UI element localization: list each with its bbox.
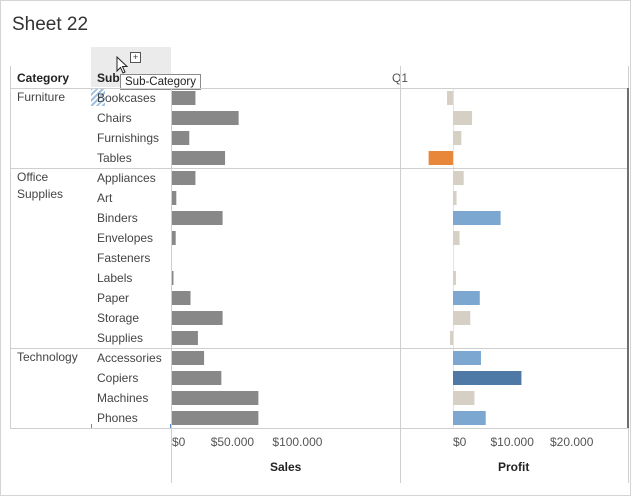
subcategory-label[interactable]: Envelopes bbox=[97, 231, 154, 245]
category-header[interactable]: Category bbox=[17, 71, 70, 85]
subcategory-label[interactable]: Appliances bbox=[97, 171, 156, 185]
header-bottom-line bbox=[10, 88, 628, 89]
profit-bar[interactable] bbox=[453, 131, 462, 145]
pointer-cursor-icon bbox=[116, 56, 129, 74]
category-label-line: Technology bbox=[17, 350, 78, 364]
sales-bar[interactable] bbox=[172, 271, 174, 285]
subcategory-label[interactable]: Paper bbox=[97, 291, 130, 305]
sales-bar[interactable] bbox=[172, 311, 223, 325]
category-divider-line bbox=[10, 168, 628, 169]
sales-bar[interactable] bbox=[172, 151, 226, 165]
profit-axis-title: Profit bbox=[498, 460, 530, 474]
subcategory-label[interactable]: Supplies bbox=[97, 331, 144, 345]
subcategory-label[interactable]: Chairs bbox=[97, 111, 132, 125]
subcategory-label[interactable]: Fasteners bbox=[97, 251, 151, 265]
profit-axis-tick: $0 bbox=[453, 435, 467, 449]
subcategory-label[interactable]: Bookcases bbox=[97, 91, 156, 105]
subcategory-label[interactable]: Tables bbox=[97, 151, 132, 165]
sales-bar[interactable] bbox=[172, 331, 198, 345]
sales-bar[interactable] bbox=[172, 191, 177, 205]
subcategory-label[interactable]: Art bbox=[97, 191, 113, 205]
subcategory-label[interactable]: Binders bbox=[97, 211, 138, 225]
sales-bar[interactable] bbox=[172, 411, 259, 425]
profit-bar[interactable] bbox=[447, 91, 453, 105]
sales-bar[interactable] bbox=[172, 351, 205, 365]
profit-bar[interactable] bbox=[453, 311, 471, 325]
category-label-line: Furniture bbox=[17, 90, 66, 104]
table-bottom-line bbox=[10, 428, 628, 429]
profit-axis-tick: $20.000 bbox=[550, 435, 594, 449]
subcategory-label[interactable]: Accessories bbox=[97, 351, 162, 365]
subcategory-label[interactable]: Copiers bbox=[97, 371, 139, 385]
sales-bar[interactable] bbox=[172, 391, 259, 405]
category-label-line: Office bbox=[17, 170, 49, 184]
sales-axis-tick: $50.000 bbox=[210, 435, 255, 449]
sales-bar[interactable] bbox=[172, 131, 190, 145]
profit-bar[interactable] bbox=[453, 211, 501, 225]
sheet-title: Sheet 22 bbox=[12, 14, 89, 35]
selection-marker bbox=[91, 88, 105, 106]
profit-bar[interactable] bbox=[453, 231, 460, 245]
subcategory-tooltip: Sub-Category bbox=[120, 74, 201, 90]
subcategory-label[interactable]: Phones bbox=[97, 411, 138, 425]
category-label[interactable]: Furniture bbox=[17, 89, 65, 106]
sales-axis-title: Sales bbox=[270, 460, 302, 474]
subcategory-label[interactable]: Storage bbox=[97, 311, 140, 325]
profit-axis-tick: $10.000 bbox=[490, 435, 534, 449]
subcategory-label[interactable]: Furnishings bbox=[97, 131, 160, 145]
subcategory-header[interactable]: Sub-Category bbox=[97, 71, 121, 85]
profit-bar[interactable] bbox=[453, 271, 456, 285]
profit-bar[interactable] bbox=[453, 111, 473, 125]
category-divider-line bbox=[10, 348, 628, 349]
profit-bar[interactable] bbox=[453, 351, 481, 365]
category-label-line: Supplies bbox=[17, 187, 64, 201]
sales-bar[interactable] bbox=[172, 371, 222, 385]
sales-axis-tick: $0 bbox=[172, 435, 186, 449]
category-label[interactable]: Technology bbox=[17, 349, 78, 366]
category-label[interactable]: Office Supplies bbox=[17, 169, 63, 203]
profit-bar[interactable] bbox=[450, 331, 453, 345]
profit-zero-line bbox=[453, 88, 454, 428]
profit-bar[interactable] bbox=[453, 391, 475, 405]
profit-bar[interactable] bbox=[428, 151, 453, 165]
profit-bar[interactable] bbox=[453, 371, 522, 385]
sales-axis-tick: $100.000 bbox=[272, 435, 323, 449]
sales-bar[interactable] bbox=[172, 91, 196, 105]
profit-bar[interactable] bbox=[453, 291, 480, 305]
subcategory-label[interactable]: Labels bbox=[97, 271, 133, 285]
profit-bar[interactable] bbox=[453, 411, 486, 425]
sales-bar[interactable] bbox=[172, 211, 223, 225]
sales-bar[interactable] bbox=[172, 231, 176, 245]
sales-bar[interactable] bbox=[172, 171, 196, 185]
pane-divider-line bbox=[400, 66, 401, 483]
plus-box-icon[interactable]: + bbox=[130, 52, 141, 63]
subcategory-label[interactable]: Machines bbox=[97, 391, 149, 405]
profit-bar[interactable] bbox=[453, 191, 457, 205]
sales-axis-line bbox=[171, 88, 172, 483]
profit-bar[interactable] bbox=[453, 171, 464, 185]
sales-bar[interactable] bbox=[172, 111, 239, 125]
left-border-line bbox=[10, 66, 11, 428]
vertical-scrollbar[interactable] bbox=[627, 88, 629, 428]
sales-bar[interactable] bbox=[172, 291, 191, 305]
